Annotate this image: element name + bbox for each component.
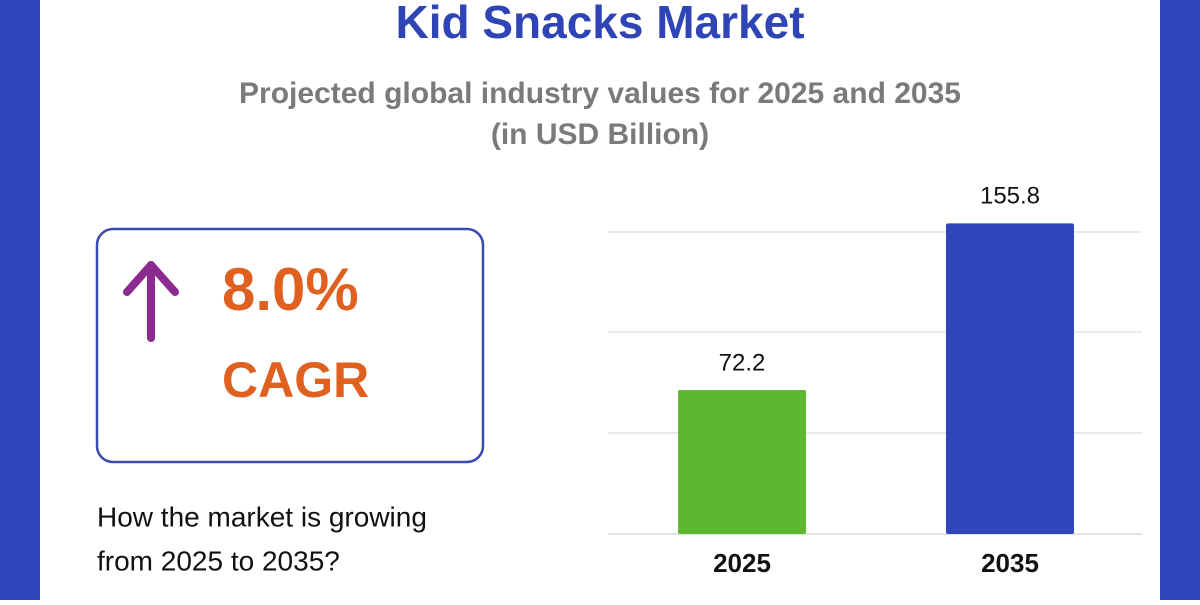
question: from 2025 to 2035? <box>97 545 340 576</box>
value-label: 155.8 <box>980 183 1040 210</box>
bar <box>946 223 1074 534</box>
question: How the market is growing <box>97 501 427 532</box>
value-label: 72.2 <box>719 349 766 376</box>
cagr-box <box>95 227 485 464</box>
up-arrow <box>123 261 179 342</box>
subtitle: Projected global industry values for 202… <box>239 77 961 110</box>
cagr-label: CAGR <box>222 352 369 408</box>
x-tick-label: 2035 <box>981 548 1039 578</box>
chart-title: Kid Snacks Market <box>395 0 804 48</box>
panel <box>40 0 1160 605</box>
bar <box>678 390 806 534</box>
x-tick-label: 2025 <box>713 548 771 578</box>
cagr-value: 8.0% <box>222 256 359 323</box>
subtitle: (in USD Billion) <box>491 118 709 151</box>
